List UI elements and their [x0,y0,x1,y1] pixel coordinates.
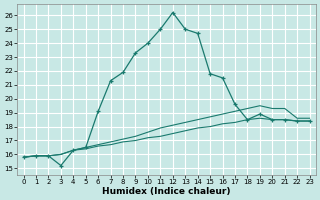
X-axis label: Humidex (Indice chaleur): Humidex (Indice chaleur) [102,187,231,196]
